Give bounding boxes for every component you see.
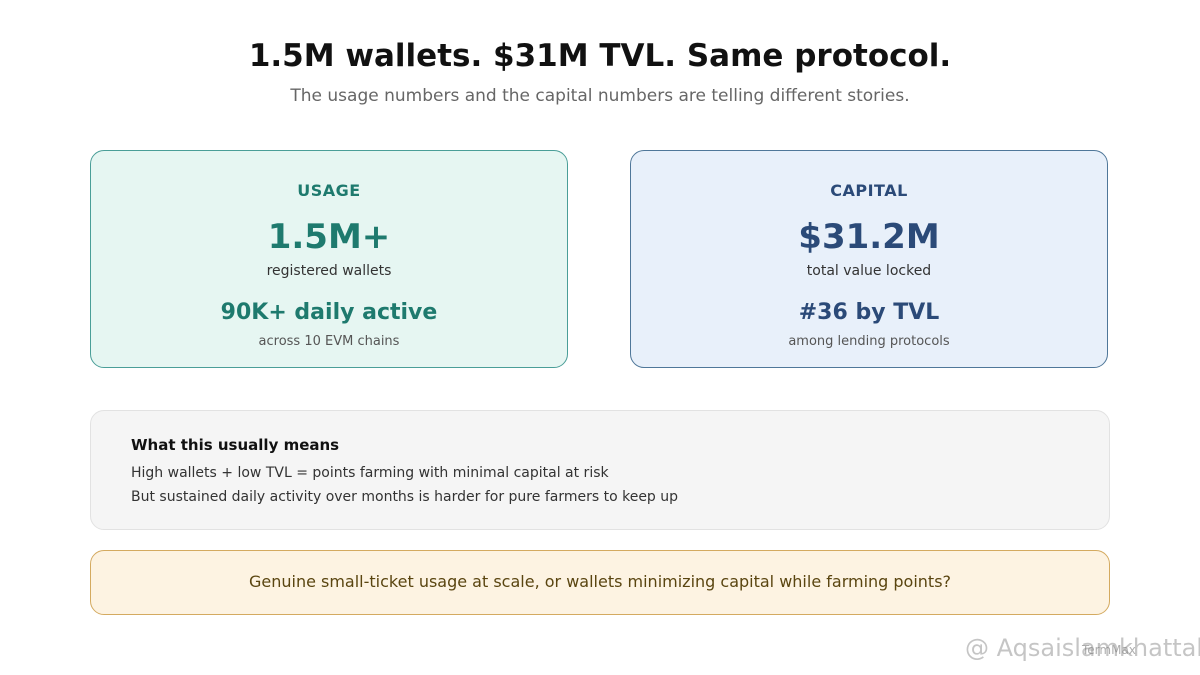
note-box: What this usually means High wallets + l… [90,410,1110,530]
card-caption: total value locked [806,263,932,279]
watermark: @ Aqsaislamkhattak [965,634,1200,662]
card-figure: 1.5M+ [267,217,391,257]
card-label: USAGE [297,181,361,200]
card-secondary-caption: across 10 EVM chains [258,334,400,349]
capital-card: CAPITAL $31.2M total value locked #36 by… [630,150,1108,368]
card-figure: $31.2M [798,217,940,257]
note-heading: What this usually means [131,436,340,454]
title: 1.5M wallets. $31M TVL. Same protocol. [248,38,952,74]
card-secondary: #36 by TVL [798,300,940,325]
card-label: CAPITAL [830,181,908,200]
note-line: High wallets + low TVL = points farming … [131,465,609,481]
note-line: But sustained daily activity over months… [131,489,679,505]
card-secondary: 90K+ daily active [220,300,438,325]
watermark-source: TermMax [1082,643,1136,657]
question-box: Genuine small-ticket usage at scale, or … [90,550,1110,615]
card-caption: registered wallets [266,263,392,279]
subtitle: The usage numbers and the capital number… [290,86,910,106]
usage-card: USAGE 1.5M+ registered wallets 90K+ dail… [90,150,568,368]
card-secondary-caption: among lending protocols [788,334,950,349]
